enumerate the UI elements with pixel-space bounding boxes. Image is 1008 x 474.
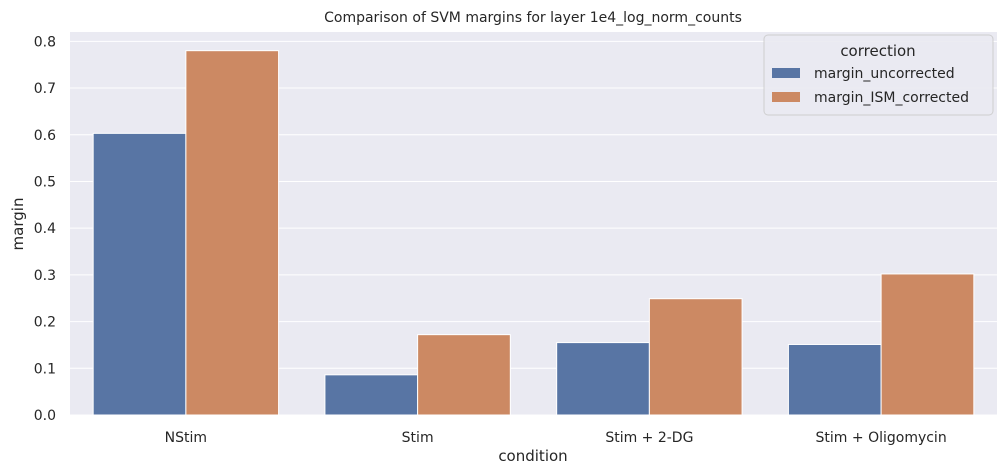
- y-tick-label: 0.4: [34, 221, 56, 237]
- legend-title: correction: [840, 42, 915, 60]
- legend-label-uncorrected: margin_uncorrected: [814, 66, 955, 82]
- x-tick-labels: NStim Stim Stim + 2-DG Stim + Oligomycin: [165, 430, 947, 446]
- y-tick-label: 0.6: [34, 128, 56, 144]
- x-axis-label: condition: [498, 447, 567, 465]
- bars: [92, 50, 975, 416]
- legend-swatch-uncorrected: [772, 68, 800, 78]
- legend-frame: [763, 34, 994, 116]
- y-tick-label: 0.1: [34, 361, 56, 377]
- x-tick-label: Stim + 2-DG: [605, 430, 693, 446]
- legend-swatch-ism-corrected: [772, 92, 800, 102]
- x-tick-label: Stim + Oligomycin: [816, 430, 947, 446]
- bar-margin_uncorrected-2: [556, 342, 650, 416]
- bar-margin_ISM_corrected-2: [648, 298, 743, 416]
- bar-margin_ISM_corrected-0: [185, 50, 280, 416]
- legend-label-ism-corrected: margin_ISM_corrected: [814, 90, 969, 106]
- bar-margin_ISM_corrected-3: [880, 273, 975, 416]
- x-tick-label: Stim: [402, 430, 434, 446]
- bar-margin_ISM_corrected-1: [417, 334, 511, 416]
- chart-title: Comparison of SVM margins for layer 1e4_…: [324, 10, 742, 26]
- y-tick-labels: 0.0 0.1 0.2 0.3 0.4 0.5 0.6 0.7 0.8: [34, 34, 56, 424]
- bar-margin_uncorrected-1: [324, 374, 419, 416]
- y-tick-label: 0.3: [34, 268, 56, 284]
- y-axis-label: margin: [9, 198, 27, 251]
- legend: correction margin_uncorrected margin_ISM…: [763, 34, 994, 116]
- bar-margin_uncorrected-3: [787, 343, 882, 416]
- y-tick-label: 0.8: [34, 34, 56, 50]
- y-tick-label: 0.7: [34, 81, 56, 97]
- x-tick-label: NStim: [165, 430, 207, 446]
- y-tick-label: 0.0: [34, 408, 56, 424]
- bar-margin_uncorrected-0: [92, 132, 187, 416]
- y-tick-label: 0.2: [34, 315, 56, 331]
- y-tick-label: 0.5: [34, 174, 56, 190]
